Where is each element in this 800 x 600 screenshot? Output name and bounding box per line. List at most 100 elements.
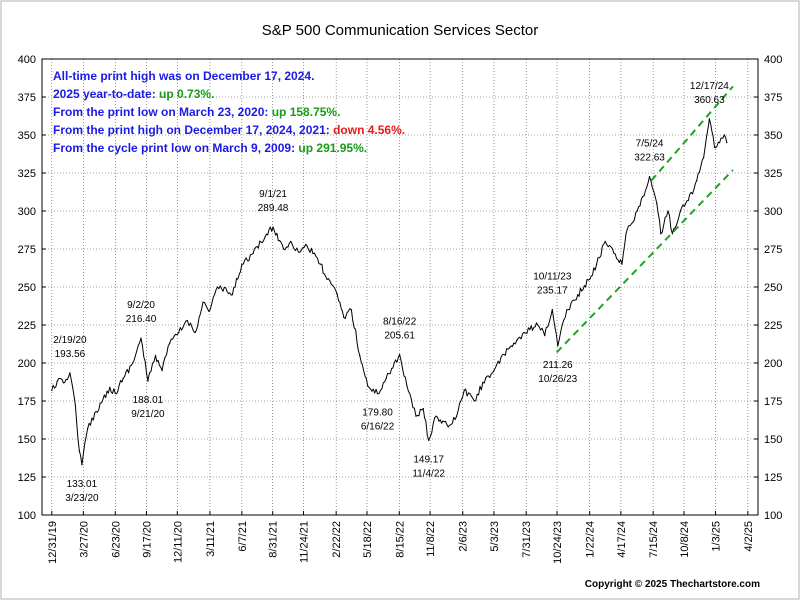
y-tick-label-right: 250 <box>764 282 782 294</box>
annotation-label: 235.17 <box>537 286 568 297</box>
price-data-point <box>114 392 116 394</box>
price-data-point <box>290 240 292 242</box>
info-line-segment: From the cycle print low on March 9, 200… <box>53 141 298 155</box>
price-data-point <box>81 464 83 466</box>
info-line-segment: up 0.73%. <box>159 87 214 101</box>
price-data-point <box>252 252 254 255</box>
copyright-text: Copyright © 2025 Thechartstore.com <box>585 579 760 590</box>
price-data-point <box>667 210 669 212</box>
y-tick-label-left: 300 <box>18 206 36 218</box>
info-line-segment: up 291.95%. <box>298 141 367 155</box>
x-tick-label: 11/24/21 <box>299 521 311 563</box>
info-line: 2025 year-to-date: up 0.73%. <box>53 87 214 101</box>
y-axis-ticks: 100 100 125 125 150 150 175 175 200 200 225 225 250 2… <box>18 54 783 522</box>
price-data-point <box>643 195 645 197</box>
annotation-label: 10/11/23 <box>533 272 572 283</box>
price-data-point <box>671 233 673 235</box>
price-data-point <box>660 233 662 235</box>
annotation-label: 10/26/23 <box>538 374 577 385</box>
trendline-layer <box>555 85 734 354</box>
price-data-point <box>708 118 710 120</box>
x-tick-label: 7/31/23 <box>521 521 533 558</box>
annotation-label: 149.17 <box>413 454 444 465</box>
price-data-point <box>343 316 345 318</box>
x-tick-label: 8/15/22 <box>394 521 406 558</box>
annotation-label: 360.63 <box>694 95 725 106</box>
x-tick-label: 3/11/21 <box>205 521 217 557</box>
x-tick-label: 2/6/23 <box>458 521 470 552</box>
price-data-point <box>359 354 361 356</box>
price-data-point <box>241 263 243 265</box>
price-data-point <box>202 301 204 303</box>
price-data-point <box>713 146 716 148</box>
x-tick-label: 12/11/20 <box>172 521 184 563</box>
y-tick-label-right: 225 <box>764 320 782 332</box>
price-data-point <box>51 389 53 391</box>
annotation-label: 7/5/24 <box>636 139 664 150</box>
price-data-point <box>109 386 111 388</box>
annotation-label: 9/21/20 <box>131 409 165 420</box>
y-tick-label-right: 375 <box>764 92 782 104</box>
price-data-point <box>336 294 338 296</box>
price-data-point <box>557 345 559 347</box>
price-data-point <box>95 411 97 413</box>
annotation-label: 9/1/21 <box>259 189 287 200</box>
annotation-label: 133.01 <box>67 479 98 490</box>
price-data-point <box>656 202 658 204</box>
chart-title: S&P 500 Communication Services Sector <box>262 22 539 39</box>
price-data-point <box>636 210 638 212</box>
annotation-label: 6/16/22 <box>361 422 395 433</box>
annotation-label: 179.80 <box>362 408 393 419</box>
series-layer <box>51 118 728 466</box>
info-line-segment: up 158.75%. <box>272 105 341 119</box>
x-tick-label: 4/17/24 <box>616 521 628 558</box>
price-data-point <box>305 243 307 246</box>
y-tick-label-right: 275 <box>764 244 782 256</box>
y-tick-label-right: 100 <box>764 510 782 522</box>
y-tick-label-left: 275 <box>18 244 36 256</box>
price-data-point <box>87 427 89 429</box>
y-tick-label-right: 400 <box>764 54 782 66</box>
price-data-point <box>161 370 163 372</box>
price-data-point <box>447 426 449 428</box>
x-tick-label: 10/24/23 <box>552 521 564 564</box>
price-data-point <box>312 252 314 255</box>
price-data-point <box>208 310 210 312</box>
price-data-point <box>132 362 134 364</box>
price-data-point <box>406 385 408 387</box>
price-data-point <box>272 226 274 228</box>
y-tick-label-left: 100 <box>18 510 36 522</box>
y-tick-label-left: 225 <box>18 320 36 332</box>
x-tick-label: 12/31/19 <box>47 521 59 564</box>
price-data-point <box>319 263 322 265</box>
price-data-point <box>62 382 65 384</box>
annotation-layer: 2/19/20 193.56 133.01 3/23/20 9/2/20 216.40 18… <box>53 81 729 504</box>
y-tick-label-right: 175 <box>764 396 782 408</box>
price-data-point <box>589 278 591 280</box>
price-data-point <box>350 309 352 311</box>
price-data-point <box>625 233 627 235</box>
price-data-point <box>422 408 424 410</box>
x-tick-label: 8/31/21 <box>268 521 280 558</box>
y-tick-label-right: 125 <box>764 472 782 484</box>
price-data-point <box>169 342 171 344</box>
price-data-point <box>154 354 157 356</box>
price-data-point <box>566 309 568 311</box>
x-tick-label: 9/17/20 <box>141 521 153 558</box>
price-data-point <box>385 377 387 379</box>
price-data-point <box>326 278 328 280</box>
price-data-point <box>194 332 196 334</box>
annotation-label: 205.61 <box>384 330 415 341</box>
price-data-point <box>726 142 728 144</box>
x-tick-label: 1/3/25 <box>711 521 723 552</box>
price-data-point <box>473 400 475 402</box>
trendline <box>650 85 734 182</box>
x-tick-label: 10/8/24 <box>679 521 691 558</box>
annotation-label: 2/19/20 <box>53 335 87 346</box>
y-tick-label-left: 375 <box>18 92 36 104</box>
x-axis-ticks: 12/31/19 3/27/20 6/23/20 9/17/20 12/11/20 3/1… <box>47 511 755 564</box>
price-data-point <box>604 240 606 242</box>
price-data-point <box>428 439 430 441</box>
info-line-segment: All-time print high was on December 17, … <box>53 69 314 83</box>
